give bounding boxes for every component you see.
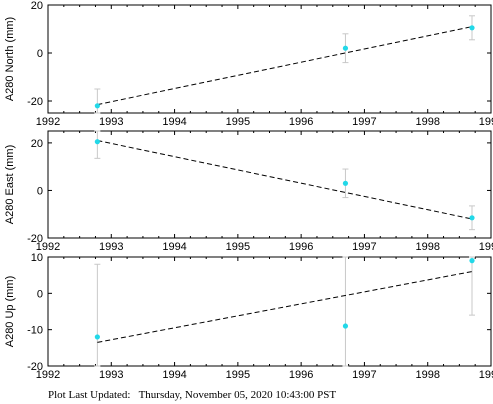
data-point bbox=[469, 25, 475, 31]
x-tick-label: 1992 bbox=[36, 116, 60, 128]
data-point bbox=[342, 180, 349, 186]
footer-label: Plot Last Updated: bbox=[48, 389, 131, 401]
data-point bbox=[94, 139, 100, 145]
y-axis-label: A280 East (mm) bbox=[4, 145, 16, 224]
y-tick-label: 0 bbox=[37, 288, 43, 300]
x-tick-label: 1993 bbox=[99, 369, 123, 381]
y-tick-label: 0 bbox=[37, 48, 43, 60]
y-tick-label: 0 bbox=[37, 185, 43, 197]
x-tick-label: 1998 bbox=[415, 369, 439, 381]
y-tick-label: 20 bbox=[31, 0, 43, 12]
data-point bbox=[469, 258, 475, 264]
x-tick-label: 1996 bbox=[289, 369, 313, 381]
data-point bbox=[342, 45, 349, 51]
data-point bbox=[94, 103, 100, 109]
panel-2-frame bbox=[47, 130, 492, 239]
x-tick-label: 1997 bbox=[352, 369, 376, 381]
x-tick-label: 1995 bbox=[226, 116, 250, 128]
y-tick-label: 20 bbox=[31, 138, 43, 150]
y-tick-label: -20 bbox=[27, 233, 43, 245]
y-tick-label: -20 bbox=[27, 361, 43, 373]
data-point bbox=[94, 334, 100, 340]
data-point bbox=[469, 215, 475, 221]
x-tick-label: 1997 bbox=[352, 116, 376, 128]
panel-3-frame bbox=[47, 256, 492, 367]
data-point bbox=[342, 323, 349, 329]
plot-updated-footer: Plot Last Updated: Thursday, November 05… bbox=[48, 389, 336, 401]
x-tick-label: 1999 bbox=[479, 241, 493, 253]
footer-timestamp: Thursday, November 05, 2020 10:43:00 PST bbox=[138, 389, 337, 401]
x-tick-label: 1993 bbox=[99, 116, 123, 128]
y-tick-label: 10 bbox=[31, 252, 43, 264]
x-tick-label: 1998 bbox=[415, 241, 439, 253]
x-tick-label: 1994 bbox=[162, 116, 186, 128]
x-tick-label: 1998 bbox=[415, 116, 439, 128]
x-tick-label: 1997 bbox=[352, 241, 376, 253]
x-tick-label: 1996 bbox=[289, 116, 313, 128]
x-tick-label: 1992 bbox=[36, 241, 60, 253]
x-tick-label: 1993 bbox=[99, 241, 123, 253]
x-tick-label: 1995 bbox=[226, 241, 250, 253]
x-tick-label: 1999 bbox=[479, 369, 493, 381]
y-axis-label: A280 Up (mm) bbox=[4, 276, 16, 348]
x-tick-label: 1992 bbox=[36, 369, 60, 381]
panel-1-frame bbox=[47, 4, 492, 114]
trend-line bbox=[97, 271, 473, 343]
trend-line bbox=[97, 140, 473, 220]
x-tick-label: 1994 bbox=[162, 369, 186, 381]
trend-line bbox=[97, 26, 473, 106]
y-tick-label: -20 bbox=[27, 96, 43, 108]
x-tick-label: 1995 bbox=[226, 369, 250, 381]
x-tick-label: 1994 bbox=[162, 241, 186, 253]
y-axis-label: A280 North (mm) bbox=[4, 17, 16, 101]
x-tick-label: 1996 bbox=[289, 241, 313, 253]
x-tick-label: 1999 bbox=[479, 116, 493, 128]
y-tick-label: -10 bbox=[27, 325, 43, 337]
